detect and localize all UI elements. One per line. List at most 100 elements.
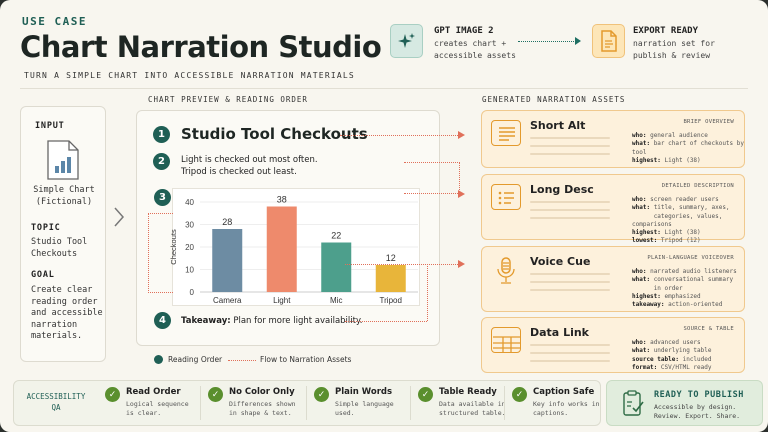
meta-value: action-oriented bbox=[668, 301, 723, 309]
meta-row: highest: Light (38) bbox=[632, 157, 744, 165]
y-axis-label: Checkouts bbox=[169, 229, 178, 265]
divider bbox=[200, 386, 201, 420]
x-tick-label: Tripod bbox=[380, 296, 402, 305]
meta-row: highest: Light (38) bbox=[632, 229, 744, 237]
x-tick-label: Camera bbox=[213, 296, 242, 305]
placeholder-line bbox=[530, 201, 610, 203]
bar-mic bbox=[321, 242, 352, 292]
asset-card-short-alt[interactable]: Short Alt BRIEF OVERVIEW who: general au… bbox=[481, 110, 745, 168]
step-3-badge: 3 bbox=[154, 189, 171, 206]
qa-desc-line2: used. bbox=[335, 409, 355, 417]
asset-tag: PLAIN-LANGUAGE VOICEOVER bbox=[647, 255, 734, 261]
qa-desc-line1: Simple language bbox=[335, 400, 394, 408]
meta-row: categories, values, comparisons bbox=[632, 213, 744, 230]
topic-heading: TOPIC bbox=[31, 223, 61, 233]
meta-row: what: bar chart of checkouts by tool bbox=[632, 140, 744, 157]
file-line2: (Fictional) bbox=[35, 196, 93, 207]
legend-flow-line bbox=[228, 360, 256, 361]
arrow-head-icon bbox=[458, 260, 465, 268]
asset-card-long-desc[interactable]: Long Desc DETAILED DESCRIPTION who: scre… bbox=[481, 174, 745, 244]
qa-title: Caption Safe bbox=[533, 387, 595, 397]
list-icon bbox=[491, 184, 521, 210]
meta-row: who: screen reader users bbox=[632, 196, 744, 204]
check-icon: ✓ bbox=[314, 387, 329, 402]
meta-row: who: advanced users bbox=[632, 339, 712, 347]
source-title: GPT IMAGE 2 bbox=[434, 26, 494, 36]
data-label: 12 bbox=[386, 253, 396, 263]
placeholder-line bbox=[530, 273, 610, 275]
qa-item: ✓ Table Ready Data available in structured … bbox=[418, 387, 506, 418]
asset-meta: who: advanced users what: underlying tabl… bbox=[632, 339, 712, 372]
goal-heading: GOAL bbox=[31, 270, 55, 280]
check-icon: ✓ bbox=[208, 387, 223, 402]
arrow-head-icon bbox=[458, 190, 465, 198]
file-name: Simple Chart (Fictional) bbox=[21, 185, 107, 208]
chevron-right-icon bbox=[112, 206, 126, 232]
flow-line bbox=[345, 264, 460, 322]
goal-line: and accessible bbox=[31, 308, 103, 318]
bar-light bbox=[266, 206, 297, 292]
check-icon: ✓ bbox=[105, 387, 120, 402]
flow-arrow bbox=[518, 41, 576, 42]
goal-line: narration bbox=[31, 319, 78, 330]
qa-label-line1: ACCESSIBILITY bbox=[26, 392, 86, 401]
asset-title: Data Link bbox=[530, 326, 589, 339]
y-tick-label: 40 bbox=[185, 198, 194, 207]
meta-row: format: CSV/HTML ready bbox=[632, 364, 712, 372]
asset-meta: who: general audience what: bar chart of … bbox=[632, 132, 744, 165]
qa-desc-line1: Key info works in bbox=[533, 400, 600, 408]
divider bbox=[306, 386, 307, 420]
qa-title: Read Order bbox=[126, 387, 181, 397]
asset-tag: BRIEF OVERVIEW bbox=[683, 119, 734, 125]
asset-meta: who: narrated audio listeners what: conve… bbox=[632, 268, 737, 309]
meta-value: conversational summary bbox=[653, 276, 734, 284]
y-tick-label: 30 bbox=[185, 221, 194, 230]
target-title: EXPORT READY bbox=[633, 26, 699, 36]
subtitle: TURN A SIMPLE CHART INTO ACCESSIBLE NARR… bbox=[24, 71, 355, 80]
x-tick-label: Mic bbox=[330, 296, 342, 305]
qa-desc: Data available in structured table. bbox=[439, 400, 506, 418]
takeaway-label: Takeaway: bbox=[181, 316, 231, 326]
qa-desc-line1: Differences shown bbox=[229, 400, 296, 408]
chart-summary: Light is checked out most often. Tripod i… bbox=[181, 154, 318, 178]
meta-value: Tripod (12) bbox=[660, 237, 701, 245]
meta-value: included bbox=[682, 355, 712, 363]
takeaway-text: Plan for more light availability. bbox=[233, 316, 363, 326]
legend-reading-order: Reading Order bbox=[168, 355, 223, 364]
meta-row: highest: emphasized bbox=[632, 293, 737, 301]
meta-row: lowest: Tripod (12) bbox=[632, 237, 744, 245]
meta-value: in order bbox=[653, 284, 683, 292]
summary-line2: Tripod is checked out least. bbox=[181, 167, 297, 177]
meta-row: who: general audience bbox=[632, 132, 744, 140]
input-heading: INPUT bbox=[35, 121, 65, 131]
data-label: 38 bbox=[277, 195, 287, 205]
assets-label: GENERATED NARRATION ASSETS bbox=[482, 95, 626, 104]
qa-item: ✓ Plain Words Simple language used. bbox=[314, 387, 394, 418]
meta-key: who: bbox=[632, 196, 647, 203]
placeholder-line bbox=[530, 153, 610, 155]
asset-card-data-link[interactable]: Data Link SOURCE & TABLE who: advanced u… bbox=[481, 317, 745, 373]
chart-title: Studio Tool Checkouts bbox=[181, 125, 368, 143]
asset-card-voice-cue[interactable]: Voice Cue PLAIN-LANGUAGE VOICEOVER who: … bbox=[481, 246, 745, 312]
qa-title: Table Ready bbox=[439, 387, 497, 397]
arrow-head-icon bbox=[458, 131, 465, 139]
meta-value: title, summary, axes, bbox=[653, 204, 730, 212]
meta-key: what: bbox=[632, 140, 651, 148]
step-4-badge: 4 bbox=[154, 312, 171, 329]
takeaway: Takeaway: Plan for more light availabili… bbox=[181, 316, 363, 326]
placeholder-line bbox=[530, 217, 610, 219]
step-2-badge: 2 bbox=[153, 153, 170, 170]
meta-value: bar chart of checkouts by tool bbox=[632, 140, 744, 156]
publish-title: READY TO PUBLISH bbox=[654, 390, 744, 400]
source-line2: accessible assets bbox=[434, 51, 516, 60]
preview-label: CHART PREVIEW & READING ORDER bbox=[148, 95, 308, 104]
y-tick-label: 0 bbox=[190, 288, 195, 297]
check-icon: ✓ bbox=[512, 387, 527, 402]
meta-row: who: narrated audio listeners bbox=[632, 268, 737, 276]
topic-line1: Studio Tool bbox=[31, 237, 88, 247]
meta-value: underlying table bbox=[653, 347, 712, 355]
flow-line bbox=[404, 162, 460, 194]
meta-key: what: bbox=[632, 276, 651, 284]
asset-meta: who: screen reader users what: title, sum… bbox=[632, 196, 744, 246]
